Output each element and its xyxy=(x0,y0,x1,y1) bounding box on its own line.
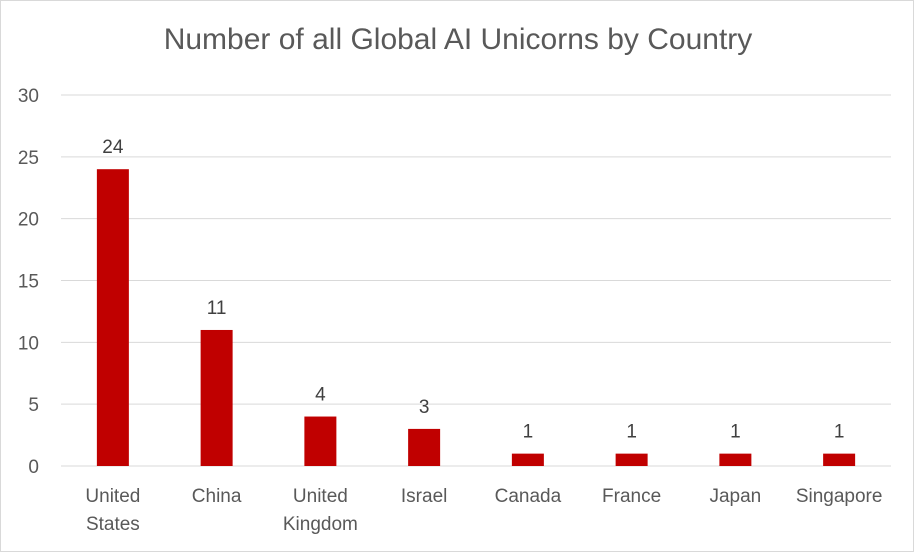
bar-7 xyxy=(823,453,856,466)
bar-4 xyxy=(511,453,544,466)
x-tick-label-line: Israel xyxy=(401,486,447,507)
x-tick-label-line: States xyxy=(86,514,140,535)
data-label-2: 4 xyxy=(315,385,326,406)
data-label-6: 1 xyxy=(730,422,741,443)
bar-5 xyxy=(615,453,648,466)
x-tick-label-line: Japan xyxy=(709,486,761,507)
x-tick-label-0: United States xyxy=(85,486,140,535)
x-tick-label-line: China xyxy=(192,486,242,507)
data-label-3: 3 xyxy=(419,397,430,418)
data-label-7: 1 xyxy=(834,422,845,443)
y-tick-label-30: 30 xyxy=(18,86,39,107)
x-tick-label-1: China xyxy=(192,486,242,507)
x-tick-label-line: United xyxy=(85,486,140,507)
x-tick-label-4: Canada xyxy=(495,486,562,507)
y-tick-label-0: 0 xyxy=(28,457,39,478)
y-tick-label-15: 15 xyxy=(18,272,39,293)
x-tick-label-3: Israel xyxy=(401,486,447,507)
x-tick-label-line: France xyxy=(602,486,661,507)
data-label-1: 11 xyxy=(207,298,227,319)
data-label-5: 1 xyxy=(626,422,637,443)
bar-0 xyxy=(96,169,129,466)
x-tick-label-6: Japan xyxy=(709,486,761,507)
x-tick-label-7: Singapore xyxy=(796,486,883,507)
y-tick-label-5: 5 xyxy=(28,395,39,416)
y-tick-label-20: 20 xyxy=(18,210,39,231)
x-tick-label-line: Canada xyxy=(495,486,562,507)
x-tick-label-line: Kingdom xyxy=(283,514,358,535)
x-tick-label-line: Singapore xyxy=(796,486,883,507)
bar-3 xyxy=(408,428,441,466)
y-tick-label-25: 25 xyxy=(18,148,39,169)
x-tick-label-line: United xyxy=(293,486,348,507)
data-label-4: 1 xyxy=(523,422,534,443)
x-tick-label-5: France xyxy=(602,486,661,507)
y-tick-label-10: 10 xyxy=(18,333,39,354)
bar-2 xyxy=(304,416,337,466)
data-label-0: 24 xyxy=(102,137,124,158)
bar-6 xyxy=(719,453,752,466)
x-tick-label-2: United Kingdom xyxy=(283,486,358,535)
chart-title: Number of all Global AI Unicorns by Coun… xyxy=(163,23,753,56)
bar-1 xyxy=(200,329,233,466)
